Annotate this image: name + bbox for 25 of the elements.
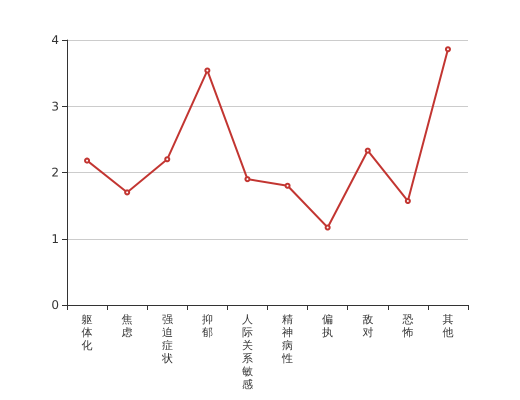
point xyxy=(124,189,130,196)
x-tick-label: 恐怖 xyxy=(401,313,414,339)
x-tick-label: 强迫症状 xyxy=(160,313,173,365)
point xyxy=(404,198,411,204)
point xyxy=(244,176,250,182)
y-tick-label: 3 xyxy=(51,99,59,114)
point xyxy=(364,148,371,154)
x-tick-label: 焦虑 xyxy=(122,313,133,339)
point xyxy=(84,158,90,164)
point xyxy=(204,67,210,74)
x-tick-label: 敌对 xyxy=(362,313,374,339)
x-tick-label: 抑郁 xyxy=(202,313,213,339)
point xyxy=(284,182,291,189)
y-tick-label: 2 xyxy=(51,166,59,180)
x-tick-label: 躯体化 xyxy=(82,313,93,352)
x-tick-label: 偏执 xyxy=(322,313,334,339)
y-tick-label: 4 xyxy=(51,33,59,47)
point xyxy=(324,224,331,230)
point xyxy=(444,46,451,52)
y-tick-label: 1 xyxy=(51,232,59,246)
x-tick-label: 其他 xyxy=(442,313,454,339)
x-tick-label: 人际关系敏感 xyxy=(242,313,253,391)
y-tick-label: 0 xyxy=(51,298,59,312)
x-tick-label: 精神病性 xyxy=(281,313,294,365)
point xyxy=(164,156,170,162)
